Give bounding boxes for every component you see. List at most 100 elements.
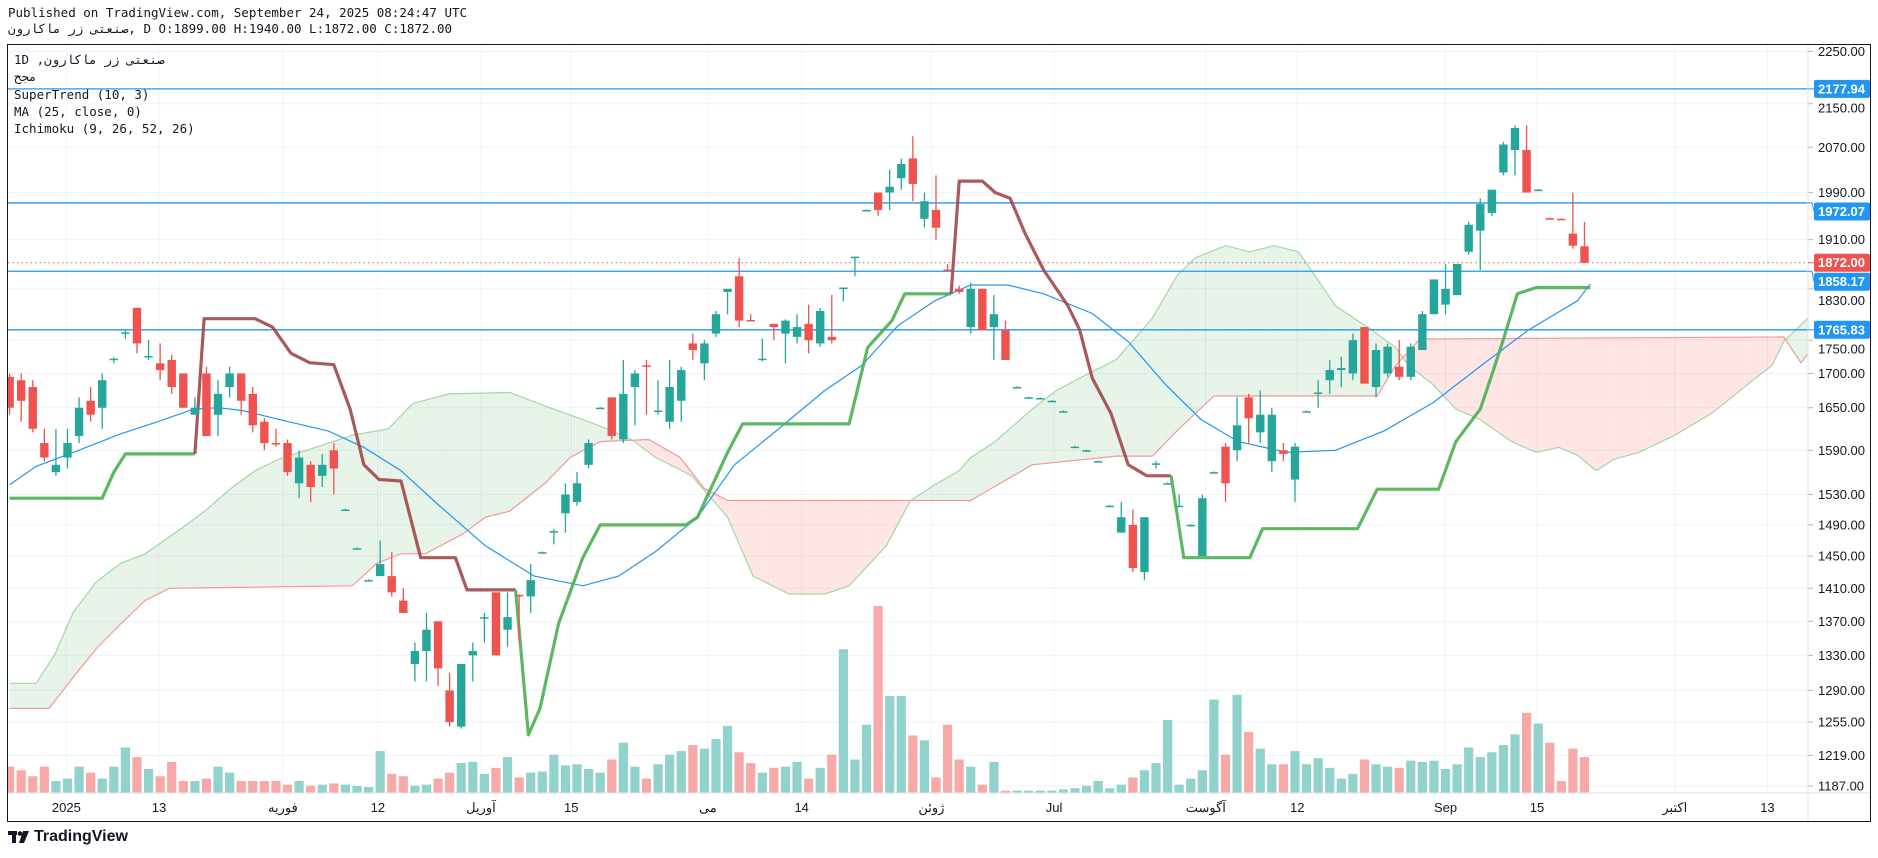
cloud-fill-bearish <box>811 500 815 594</box>
candle-body <box>294 457 304 484</box>
volume-bar <box>190 781 200 793</box>
candle <box>1533 189 1543 192</box>
candle <box>862 209 871 212</box>
level-price-badge-tick <box>1808 270 1815 282</box>
cloud-fill-bearish <box>1526 338 1530 450</box>
cloud-fill-bullish <box>1268 246 1273 396</box>
cloud-fill-bearish <box>1697 337 1701 422</box>
volume-bar <box>1278 764 1288 793</box>
time-axis-label: Jul <box>1046 800 1063 815</box>
cloud-fill-bullish <box>432 397 436 551</box>
cloud-fill-bearish <box>1477 338 1481 420</box>
cloud-fill-bullish <box>1138 330 1142 457</box>
cloud-fill-bearish <box>1517 338 1522 446</box>
candle-body <box>1510 128 1520 151</box>
candle-body <box>746 319 755 322</box>
candle-body <box>1047 400 1056 403</box>
level-price-badge-text: 2177.94 <box>1818 81 1866 96</box>
cloud-fill-bullish <box>591 422 595 447</box>
volume-bar <box>908 735 918 793</box>
published-caption: Published on TradingView.com, September … <box>8 5 468 20</box>
symbol-name: نوراکام رز یتعنص <box>8 21 129 36</box>
legend-volume[interactable]: مجح <box>14 69 37 84</box>
time-axis-label: 15 <box>1530 800 1544 815</box>
cloud-fill-bullish <box>993 440 998 487</box>
cloud-fill-bullish <box>507 392 511 512</box>
cloud-fill-bullish <box>365 432 369 574</box>
cloud-fill-bearish <box>1720 337 1724 407</box>
cloud-fill-bullish <box>81 596 86 667</box>
volume-bar <box>491 767 501 793</box>
candle <box>1568 192 1578 249</box>
volume-bar <box>1487 752 1497 793</box>
cloud-fill-bearish <box>1607 337 1611 464</box>
cloud-fill-bearish <box>1538 338 1542 452</box>
candle <box>1371 343 1381 398</box>
cloud-fill-bullish <box>516 394 520 506</box>
time-axis-label: اکتبر <box>1661 800 1687 816</box>
volume-bar <box>665 754 675 793</box>
volume-bar <box>1186 778 1196 793</box>
cloud-fill-bearish <box>1549 338 1553 450</box>
candle-body <box>1464 224 1473 252</box>
volume-bar <box>375 751 385 793</box>
cloud-fill-bullish <box>96 579 100 649</box>
legend-ma[interactable]: MA (25, close, 0) <box>14 104 142 119</box>
cloud-fill-bearish <box>1541 338 1545 452</box>
candle <box>63 428 72 469</box>
cloud-fill-bullish <box>64 625 68 689</box>
cloud-fill-bullish <box>484 393 488 519</box>
cloud-fill-bearish <box>797 500 801 594</box>
candle-body <box>16 380 26 401</box>
cloud-fill-bullish <box>136 555 141 609</box>
volume-bar <box>155 776 165 793</box>
cloud-fill-bullish <box>1019 417 1024 472</box>
cloud-fill-bullish <box>359 433 364 579</box>
price-axis-label: 1490.00 <box>1818 517 1865 532</box>
candle <box>1545 217 1554 220</box>
cloud-fill-bullish <box>545 406 549 483</box>
cloud-fill-bearish <box>791 500 795 594</box>
candle-body <box>1232 425 1242 451</box>
volume-bar <box>62 778 73 793</box>
cloud-fill-bullish <box>73 608 77 678</box>
volume-bar <box>1579 757 1590 793</box>
tradingview-logo[interactable]: TradingView <box>8 828 128 846</box>
volume-bar <box>653 764 663 793</box>
legend-ichimoku[interactable]: Ichimoku (9, 26, 52, 26) <box>14 121 195 136</box>
cloud-fill-bullish <box>522 397 526 502</box>
cloud-fill-bullish <box>215 499 219 588</box>
cloud-fill-bearish <box>1520 338 1524 448</box>
cloud-fill-bullish <box>70 612 74 681</box>
cloud-fill-bearish <box>1688 337 1692 427</box>
cloud-fill-bullish <box>467 393 471 531</box>
candle-body <box>144 356 153 358</box>
cloud-fill-bearish <box>860 500 864 574</box>
candle <box>457 664 466 729</box>
cloud-fill-bearish <box>1665 337 1669 440</box>
cloud-fill-bearish <box>1633 337 1637 454</box>
volume-bar <box>966 766 976 793</box>
cloud-fill-bullish <box>281 457 285 587</box>
cloud-fill-bearish <box>880 500 885 552</box>
candle <box>237 373 246 415</box>
candle <box>954 285 964 294</box>
volume-bar <box>468 761 478 793</box>
cloud-fill-bullish <box>220 494 225 588</box>
cloud-fill-bullish <box>1228 246 1232 396</box>
cloud-fill-bearish <box>678 456 682 471</box>
candle <box>1499 141 1508 176</box>
cloud-fill-bullish <box>420 400 424 554</box>
cloud-fill-bullish <box>1798 324 1802 362</box>
cloud-fill-bearish <box>1625 337 1629 457</box>
cloud-fill-bearish <box>1758 337 1762 377</box>
cloud-fill-bearish <box>1616 337 1620 459</box>
cloud-fill-bearish <box>898 500 902 523</box>
candle-body <box>1186 524 1195 527</box>
cloud-fill-bullish <box>35 679 39 709</box>
legend-supertrend[interactable]: SuperTrend (10, 3) <box>14 87 150 102</box>
volume-bar <box>201 778 212 793</box>
cloud-fill-bullish <box>915 495 919 501</box>
volume-bar <box>1417 761 1427 793</box>
